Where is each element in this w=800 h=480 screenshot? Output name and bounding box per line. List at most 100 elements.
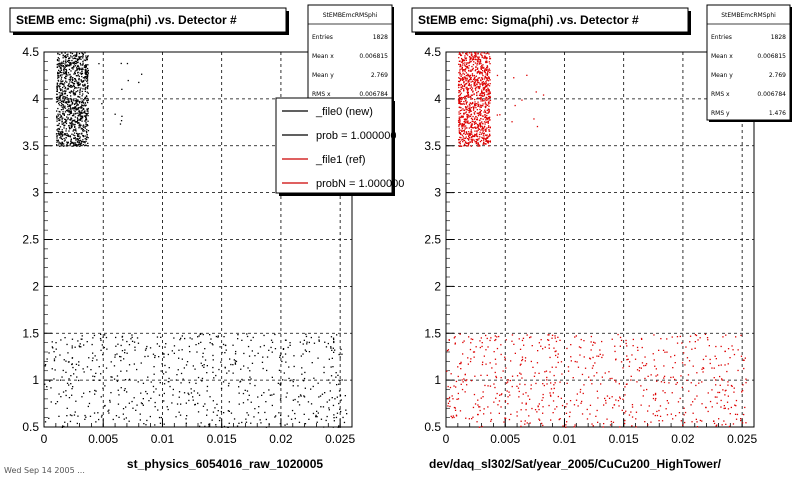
data-point [300,355,302,357]
data-point [462,125,464,127]
data-point [44,383,46,385]
data-point [325,346,328,348]
data-point [480,126,482,128]
data-point [82,101,84,103]
data-point [66,75,68,77]
data-point [70,141,73,143]
data-point [483,93,486,96]
data-point [339,356,341,358]
data-point [477,77,479,79]
data-point [461,388,464,391]
data-point [469,75,471,77]
data-point [482,396,484,398]
data-point [91,343,93,346]
data-point [74,106,76,108]
data-point [488,85,491,87]
data-point [67,100,69,102]
data-point [594,342,596,344]
data-point [75,143,77,145]
data-point [466,77,468,79]
data-point [518,390,520,393]
data-point [591,423,593,425]
data-point [470,94,472,96]
data-point [227,410,229,412]
x-tick-label: 0 [443,432,450,446]
data-point [69,111,71,113]
data-point [468,64,470,67]
data-point [185,418,187,420]
data-point [79,145,81,147]
data-point [78,56,81,58]
data-point [65,71,67,74]
data-point [714,396,716,398]
data-point [62,62,65,64]
data-point [173,345,176,347]
data-point [652,394,655,396]
data-point [71,52,74,55]
legend-entry-label: probN = 1.000000 [316,178,404,190]
data-point [453,385,455,387]
data-point [72,134,75,136]
data-point [473,112,475,114]
data-point [72,120,74,122]
data-point [65,59,67,61]
data-point [477,82,479,84]
y-tick-label: 2.5 [424,233,441,247]
data-point [737,349,739,351]
data-point [77,84,79,87]
data-point [624,422,626,425]
data-point [72,141,74,144]
data-point [75,60,78,63]
data-point [472,138,474,140]
data-point [477,127,479,129]
data-point [473,356,475,358]
data-point [464,144,466,146]
data-point [78,110,81,112]
data-point [619,345,621,347]
data-point [65,109,68,112]
data-point [213,377,215,379]
data-point [485,80,487,83]
data-point [98,366,100,368]
data-point [82,102,85,104]
data-point [465,125,467,127]
data-point [78,69,81,71]
data-point [304,387,306,389]
data-point [56,93,58,95]
data-point [60,109,63,111]
data-point [85,116,87,119]
data-point [488,117,490,119]
data-point [87,72,89,74]
data-point [583,356,585,358]
data-point [167,381,169,383]
data-point [140,392,142,394]
data-point [468,139,470,141]
data-point [484,138,486,140]
data-point [64,93,67,95]
data-point [470,86,472,88]
data-point [471,141,473,143]
data-point [339,426,341,428]
stats-row-label: Mean x [711,53,733,60]
data-point [110,376,112,378]
data-point [465,108,467,111]
data-point [475,122,477,124]
data-point [279,383,281,385]
data-point [683,352,685,354]
data-point [478,122,481,124]
data-point [459,68,461,70]
data-point [461,125,463,127]
data-point [686,357,689,359]
data-point [158,345,161,347]
data-point [487,52,489,54]
data-point [555,366,557,368]
data-point [540,345,542,347]
data-point [467,62,469,64]
data-point [709,362,711,365]
data-point [202,333,204,336]
data-point [232,344,234,346]
data-point [484,101,487,103]
data-point [548,404,550,407]
data-point [83,115,86,117]
data-point [74,116,76,118]
